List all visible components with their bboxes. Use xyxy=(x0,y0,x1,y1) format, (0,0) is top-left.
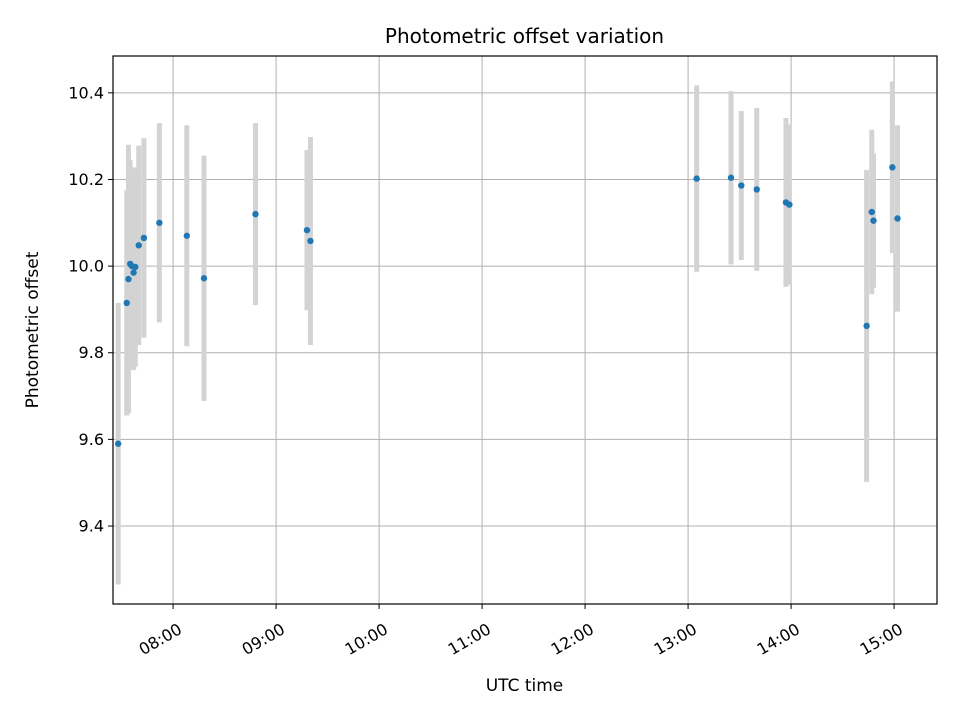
data-point xyxy=(114,440,122,447)
x-tick-label: 09:00 xyxy=(239,619,288,659)
x-tick-label: 10:00 xyxy=(342,619,391,659)
x-tick-label: 13:00 xyxy=(651,619,700,659)
data-point xyxy=(894,215,901,222)
x-tick-label: 15:00 xyxy=(857,619,906,659)
y-tick-label: 10.2 xyxy=(68,170,104,189)
data-point xyxy=(863,322,870,330)
data-point xyxy=(786,201,793,208)
data-point xyxy=(870,217,877,224)
data-point xyxy=(135,242,142,249)
data-point xyxy=(727,174,735,181)
data-point xyxy=(693,175,700,182)
grid-lines xyxy=(113,56,937,604)
x-axis-ticks: 08:00 09:00 10:00 11:00 12:00 13:00 14:00 15:00 xyxy=(136,604,906,659)
data-point xyxy=(132,263,139,271)
y-axis-ticks: 9.4 9.6 9.8 10.0 10.2 10.4 xyxy=(68,83,113,536)
data-point xyxy=(868,208,875,216)
y-tick-label: 10.4 xyxy=(68,83,104,102)
error-bars xyxy=(115,81,901,585)
chart-title: Photometric offset variation xyxy=(385,24,664,48)
plot-frame xyxy=(112,55,938,605)
x-axis-label: UTC time xyxy=(486,676,564,696)
data-point xyxy=(307,237,314,245)
x-tick-label: 14:00 xyxy=(754,619,803,659)
x-tick-label: 12:00 xyxy=(548,619,597,659)
data-point xyxy=(753,186,760,193)
x-tick-label: 08:00 xyxy=(136,619,185,659)
y-tick-label: 9.4 xyxy=(79,517,104,536)
y-tick-label: 9.6 xyxy=(79,430,104,449)
data-point xyxy=(156,219,163,226)
y-tick-label: 10.0 xyxy=(68,257,104,276)
data-point xyxy=(130,269,137,276)
data-point xyxy=(738,182,745,189)
data-point xyxy=(889,164,896,171)
data-point xyxy=(125,275,132,283)
data-point xyxy=(183,232,191,239)
data-point xyxy=(303,226,311,234)
y-tick-label: 9.8 xyxy=(79,343,104,362)
data-points xyxy=(114,164,901,447)
data-point xyxy=(123,299,130,307)
data-point xyxy=(200,275,208,282)
y-axis-label: Photometric offset xyxy=(23,251,43,408)
data-point xyxy=(252,210,259,218)
x-tick-label: 11:00 xyxy=(445,619,494,659)
data-point xyxy=(140,234,148,242)
